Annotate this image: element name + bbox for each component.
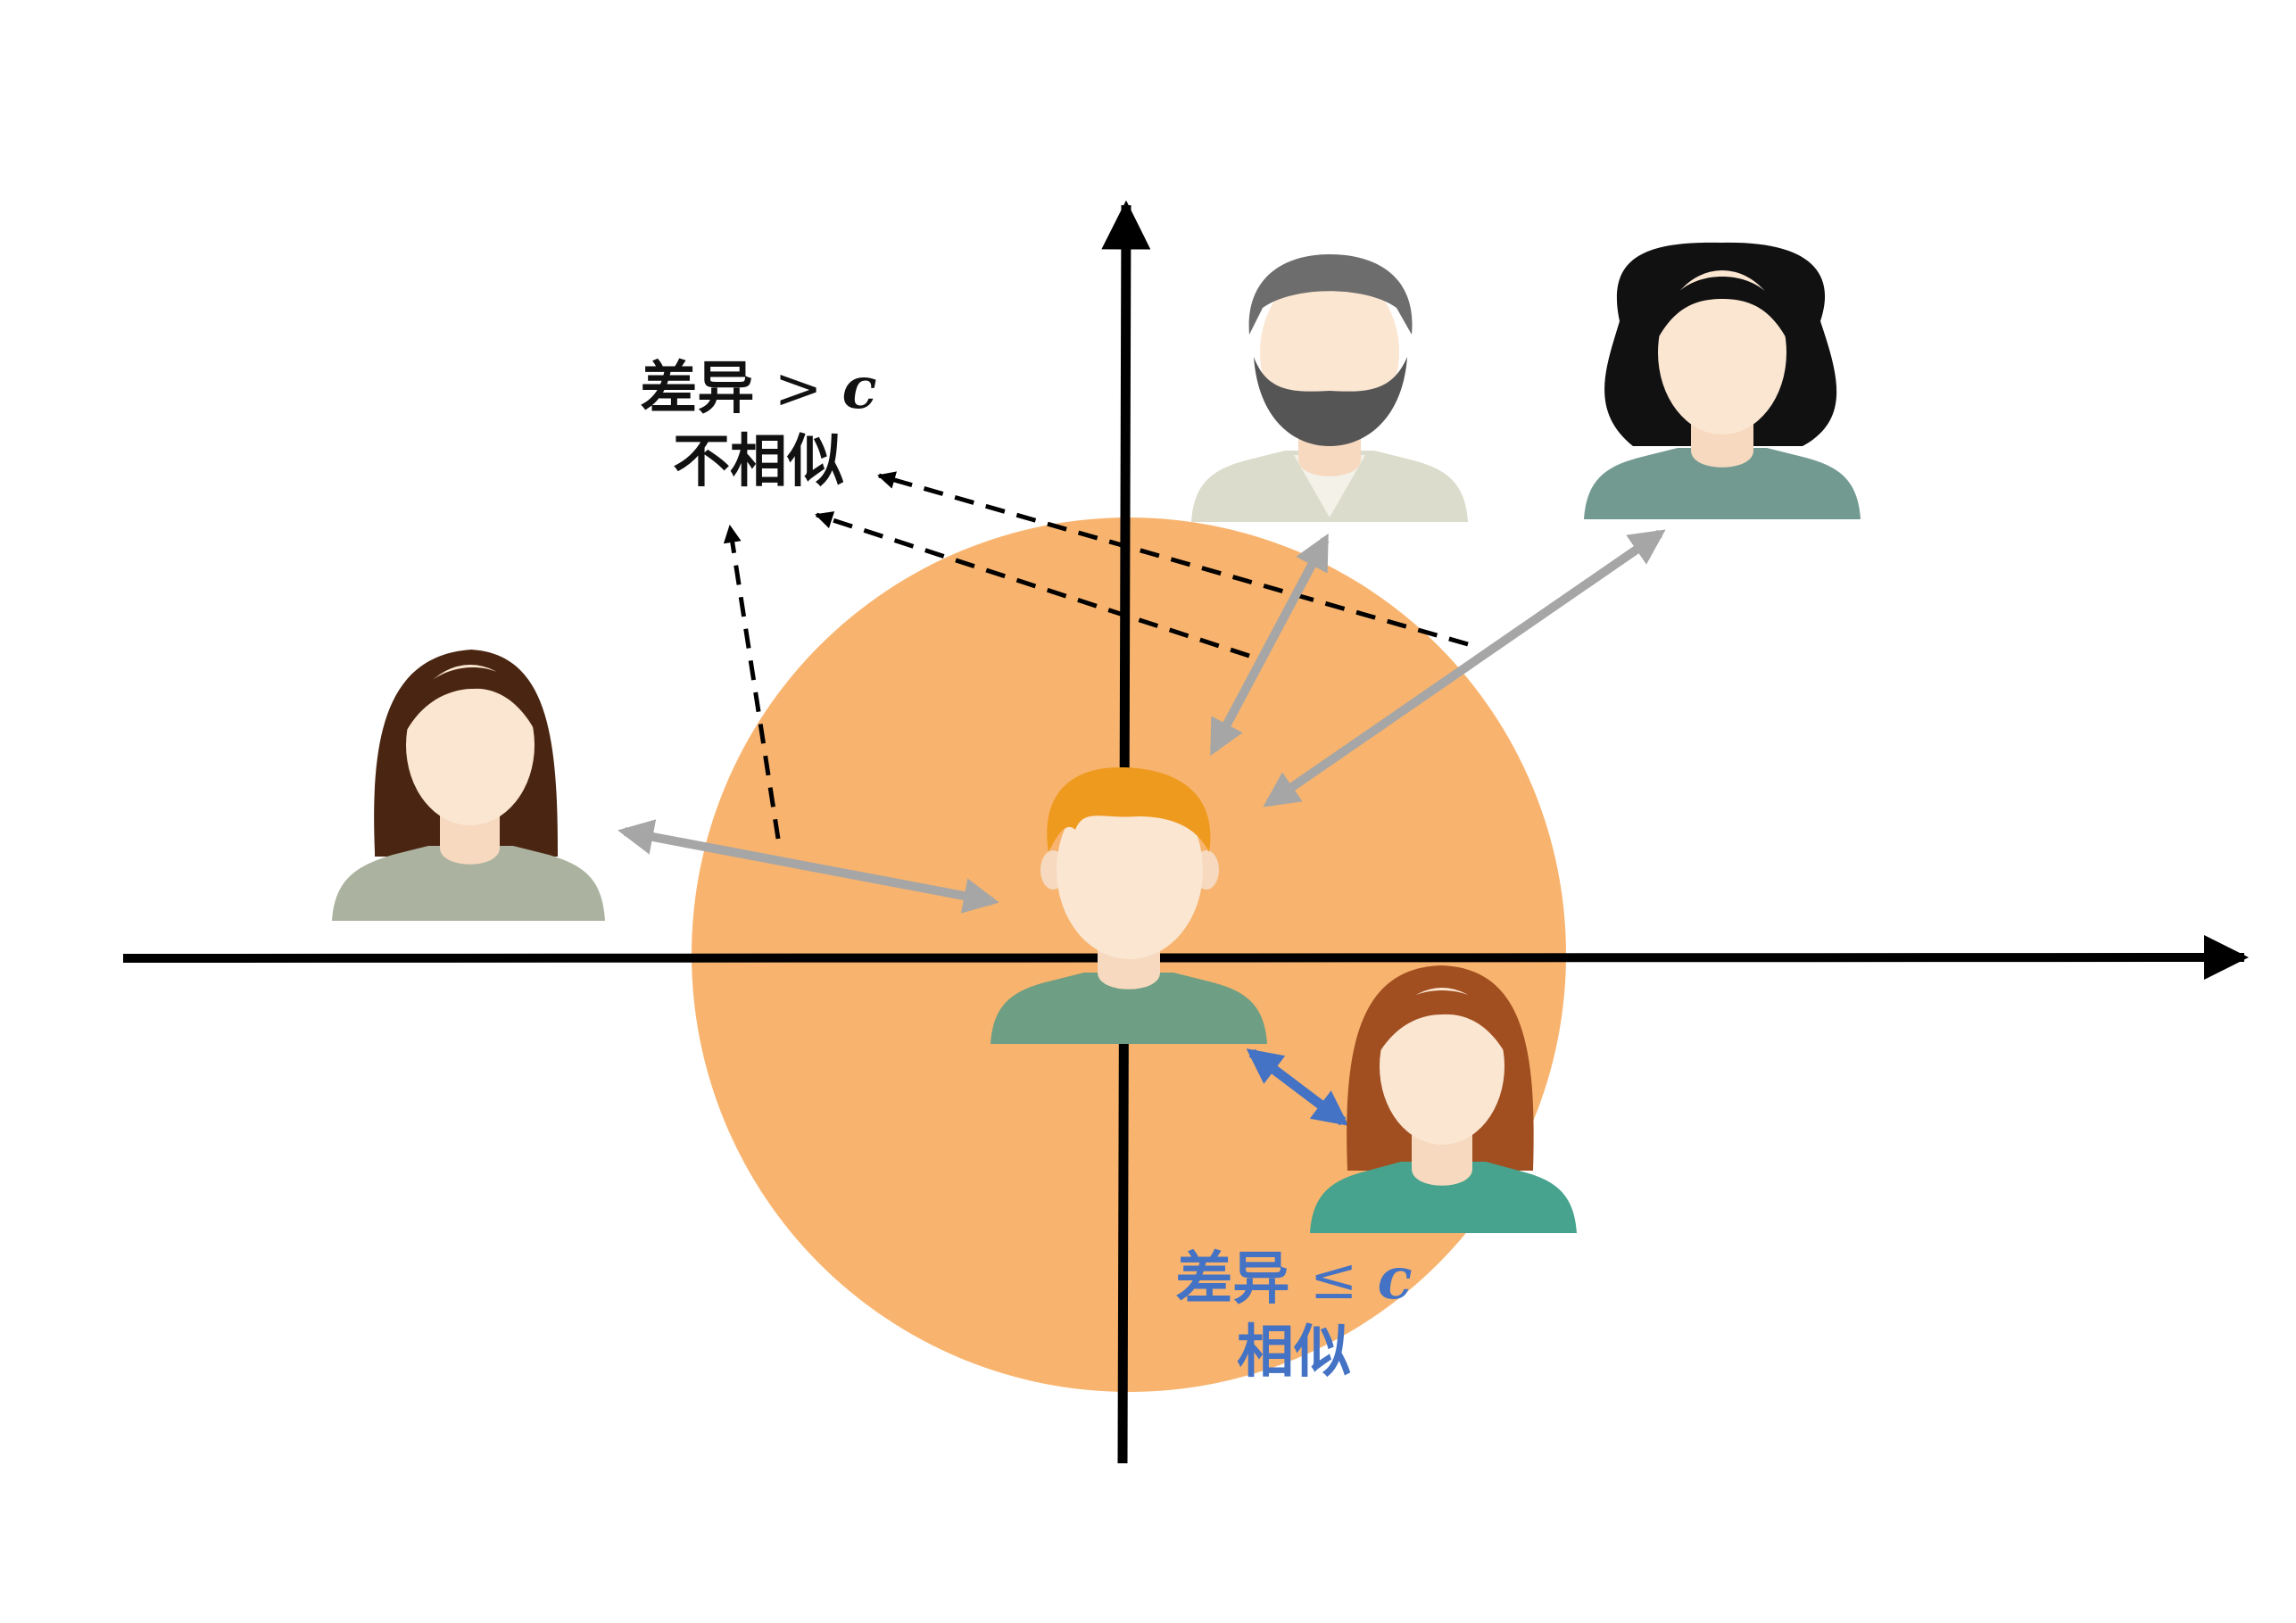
long-hair-woman-avatar [332, 650, 605, 921]
dashed-arrow-left [723, 525, 781, 840]
dissimilar-prefix: 差异 [640, 356, 755, 422]
shirt [1310, 1162, 1577, 1233]
center-man-avatar [991, 767, 1267, 1044]
similar-woman-avatar [1310, 965, 1577, 1233]
face [406, 665, 535, 825]
similar-distance-arrow [1246, 1048, 1349, 1126]
distance-arrow-curly-hair-woman [1263, 529, 1666, 807]
similar-condition: 差异 ≤ c [1160, 1243, 1428, 1316]
similar-label: 差异 ≤ c 相似 [1160, 1243, 1428, 1389]
distance-arrow-long-hair-woman [618, 819, 999, 914]
similar-variable: c [1377, 1246, 1413, 1312]
dissimilar-label: 差异 > c 不相似 [625, 352, 892, 499]
similar-operator: ≤ [1309, 1246, 1358, 1312]
dashed-arrow-middle [815, 511, 1250, 658]
hair-fringe [1374, 990, 1510, 1062]
x-axis [122, 935, 2249, 981]
dissimilar-caption: 不相似 [673, 429, 844, 495]
hair [1047, 767, 1211, 852]
shirt [332, 846, 605, 921]
beard [1254, 357, 1407, 446]
similar-prefix: 差异 [1175, 1246, 1290, 1312]
shirt [1584, 448, 1861, 519]
dissimilar-operator: > [774, 356, 823, 422]
face [1057, 781, 1203, 959]
similar-caption: 相似 [1237, 1320, 1351, 1386]
face [1380, 988, 1504, 1145]
hair-fringe [402, 667, 540, 741]
dissimilar-variable: c [841, 355, 877, 422]
hair [1248, 254, 1413, 335]
bearded-man-avatar [1191, 254, 1468, 522]
hair-fringe [1655, 277, 1789, 344]
dissimilar-distance-arrows [618, 529, 1666, 914]
shirt [991, 973, 1267, 1044]
curly-hair-woman-avatar [1584, 242, 1861, 519]
dissimilar-condition: 差异 > c [625, 352, 892, 426]
face [1658, 270, 1786, 435]
